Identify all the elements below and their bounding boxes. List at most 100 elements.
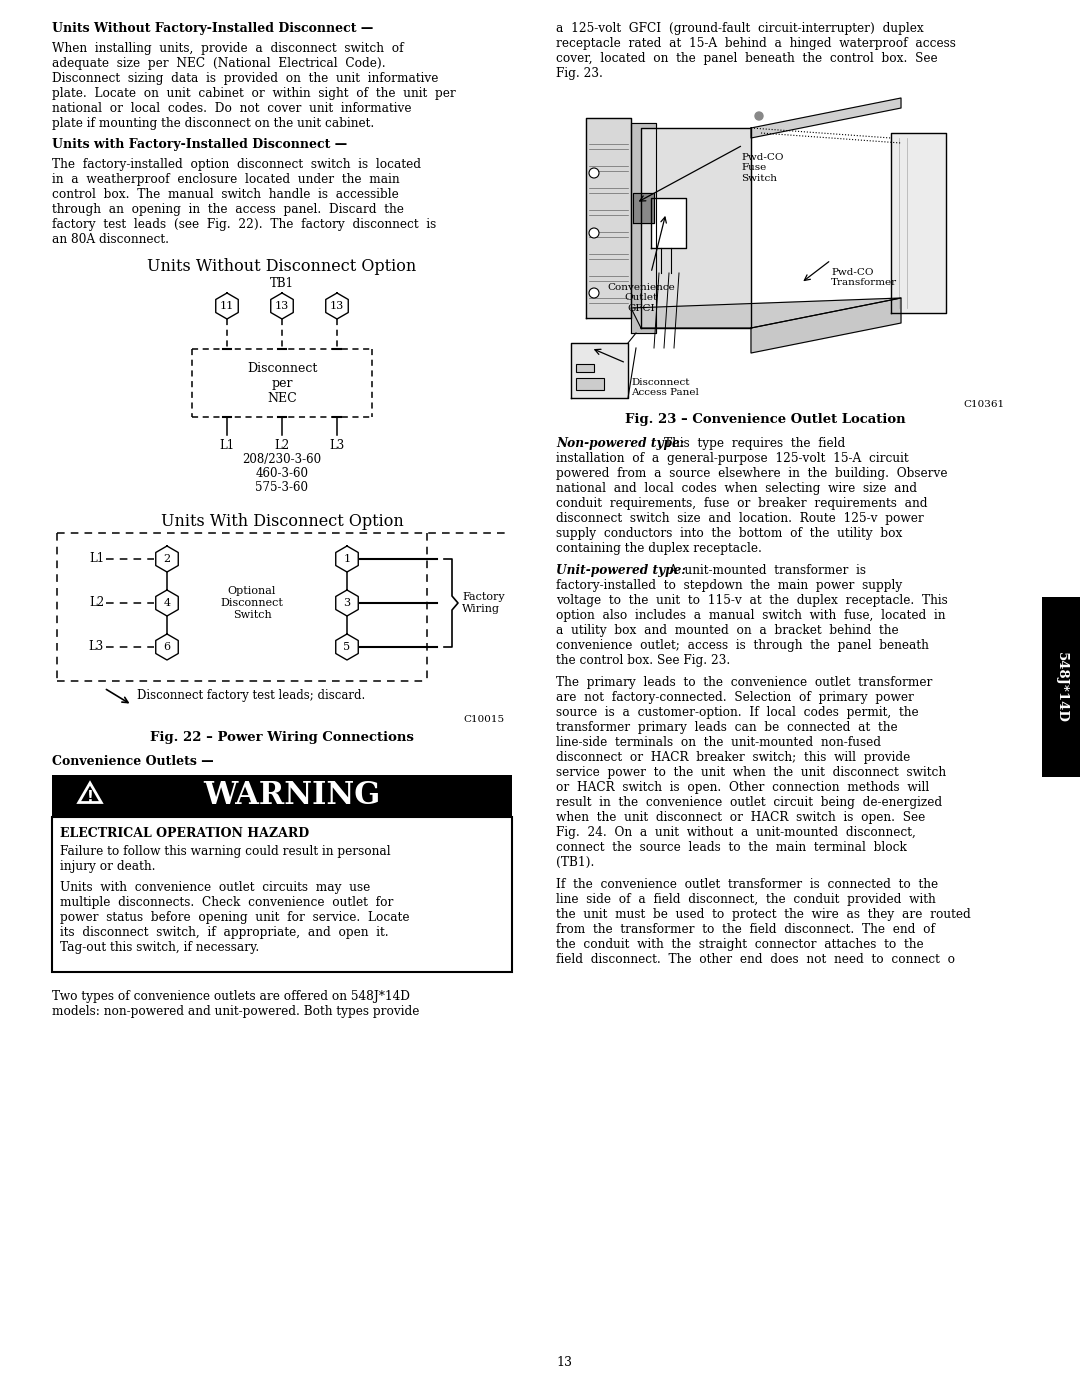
Text: factory  test  leads  (see  Fig.  22).  The  factory  disconnect  is: factory test leads (see Fig. 22). The fa…: [52, 218, 436, 231]
Text: 2: 2: [163, 555, 171, 564]
Text: This  type  requires  the  field: This type requires the field: [664, 437, 846, 450]
Text: Units Without Disconnect Option: Units Without Disconnect Option: [147, 258, 417, 275]
Text: 13: 13: [275, 300, 289, 312]
Text: voltage  to  the  unit  to  115-v  at  the  duplex  receptacle.  This: voltage to the unit to 115-v at the dupl…: [556, 594, 948, 608]
Text: factory-installed  to  stepdown  the  main  power  supply: factory-installed to stepdown the main p…: [556, 578, 902, 592]
Text: 4: 4: [163, 598, 171, 608]
Text: or  HACR  switch  is  open.  Other  connection  methods  will: or HACR switch is open. Other connection…: [556, 781, 929, 793]
Text: Units with Factory-Installed Disconnect —: Units with Factory-Installed Disconnect …: [52, 138, 347, 151]
Circle shape: [755, 112, 762, 120]
Text: containing the duplex receptacle.: containing the duplex receptacle.: [556, 542, 761, 555]
Circle shape: [589, 228, 599, 237]
Text: WARNING: WARNING: [203, 781, 380, 812]
Text: 1: 1: [343, 555, 351, 564]
Text: L2: L2: [274, 439, 289, 453]
Text: Pwd-CO
Fuse
Switch: Pwd-CO Fuse Switch: [741, 154, 783, 183]
Text: receptacle  rated  at  15-A  behind  a  hinged  waterproof  access: receptacle rated at 15-A behind a hinged…: [556, 36, 956, 50]
Text: the  unit  must  be  used  to  protect  the  wire  as  they  are  routed: the unit must be used to protect the wir…: [556, 908, 971, 921]
Text: the control box. See Fig. 23.: the control box. See Fig. 23.: [556, 654, 730, 666]
Text: the  conduit  with  the  straight  connector  attaches  to  the: the conduit with the straight connector …: [556, 937, 923, 951]
Text: option  also  includes  a  manual  switch  with  fuse,  located  in: option also includes a manual switch wit…: [556, 609, 945, 622]
Text: Disconnect  sizing  data  is  provided  on  the  unit  informative: Disconnect sizing data is provided on th…: [52, 73, 438, 85]
Text: an 80A disconnect.: an 80A disconnect.: [52, 233, 168, 246]
Text: a  125-volt  GFCI  (ground-fault  circuit-interrupter)  duplex: a 125-volt GFCI (ground-fault circuit-in…: [556, 22, 923, 35]
Text: Fig.  24.  On  a  unit  without  a  unit-mounted  disconnect,: Fig. 24. On a unit without a unit-mounte…: [556, 826, 916, 840]
Text: 208/230-3-60: 208/230-3-60: [242, 453, 322, 467]
Polygon shape: [631, 298, 901, 328]
Text: L2: L2: [89, 597, 104, 609]
Text: conduit  requirements,  fuse  or  breaker  requirements  and: conduit requirements, fuse or breaker re…: [556, 497, 928, 510]
Text: 460-3-60: 460-3-60: [256, 467, 309, 481]
Text: Factory
Wiring: Factory Wiring: [462, 592, 504, 613]
Polygon shape: [631, 123, 656, 332]
Text: plate if mounting the disconnect on the unit cabinet.: plate if mounting the disconnect on the …: [52, 117, 375, 130]
Text: TB1: TB1: [270, 277, 294, 291]
Text: a  utility  box  and  mounted  on  a  bracket  behind  the: a utility box and mounted on a bracket b…: [556, 624, 899, 637]
Text: cover,  located  on  the  panel  beneath  the  control  box.  See: cover, located on the panel beneath the …: [556, 52, 937, 66]
Text: Fig. 23 – Convenience Outlet Location: Fig. 23 – Convenience Outlet Location: [624, 414, 905, 426]
Text: line-side  terminals  on  the  unit-mounted  non-fused: line-side terminals on the unit-mounted …: [556, 736, 881, 749]
Text: connect  the  source  leads  to  the  main  terminal  block: connect the source leads to the main ter…: [556, 841, 907, 854]
Text: line  side  of  a  field  disconnect,  the  conduit  provided  with: line side of a field disconnect, the con…: [556, 893, 935, 907]
Text: when  the  unit  disconnect  or  HACR  switch  is  open.  See: when the unit disconnect or HACR switch …: [556, 812, 926, 824]
Polygon shape: [79, 782, 102, 802]
Text: !: !: [86, 789, 94, 805]
Text: A  unit-mounted  transformer  is: A unit-mounted transformer is: [669, 564, 866, 577]
Text: convenience  outlet;  access  is  through  the  panel  beneath: convenience outlet; access is through th…: [556, 638, 929, 652]
Text: Units  with  convenience  outlet  circuits  may  use: Units with convenience outlet circuits m…: [60, 882, 370, 894]
Text: disconnect  switch  size  and  location.  Route  125-v  power: disconnect switch size and location. Rou…: [556, 511, 923, 525]
Text: The  primary  leads  to  the  convenience  outlet  transformer: The primary leads to the convenience out…: [556, 676, 932, 689]
Text: Unit-powered type:: Unit-powered type:: [556, 564, 686, 577]
Text: 13: 13: [329, 300, 345, 312]
Text: Convenience Outlets —: Convenience Outlets —: [52, 754, 214, 768]
FancyBboxPatch shape: [52, 775, 512, 817]
Text: Tag-out this switch, if necessary.: Tag-out this switch, if necessary.: [60, 942, 259, 954]
Text: Convenience
Outlet
GFCI: Convenience Outlet GFCI: [607, 284, 675, 313]
Text: Disconnect
Access Panel: Disconnect Access Panel: [631, 379, 699, 397]
Text: transformer  primary  leads  can  be  connected  at  the: transformer primary leads can be connect…: [556, 721, 897, 733]
Text: ELECTRICAL OPERATION HAZARD: ELECTRICAL OPERATION HAZARD: [60, 827, 309, 840]
Text: 13: 13: [556, 1356, 572, 1369]
Text: Fig. 23.: Fig. 23.: [556, 67, 603, 80]
Text: its  disconnect  switch,  if  appropriate,  and  open  it.: its disconnect switch, if appropriate, a…: [60, 926, 389, 939]
Polygon shape: [751, 298, 901, 353]
Text: are  not  factory-connected.  Selection  of  primary  power: are not factory-connected. Selection of …: [556, 692, 914, 704]
Text: Fig. 22 – Power Wiring Connections: Fig. 22 – Power Wiring Connections: [150, 731, 414, 745]
Text: power  status  before  opening  unit  for  service.  Locate: power status before opening unit for ser…: [60, 911, 409, 923]
Text: L3: L3: [329, 439, 345, 453]
Text: multiple  disconnects.  Check  convenience  outlet  for: multiple disconnects. Check convenience …: [60, 895, 393, 909]
Polygon shape: [751, 98, 901, 138]
Text: disconnect  or  HACR  breaker  switch;  this  will  provide: disconnect or HACR breaker switch; this …: [556, 752, 910, 764]
Text: 5: 5: [343, 643, 351, 652]
Text: supply  conductors  into  the  bottom  of  the  utility  box: supply conductors into the bottom of the…: [556, 527, 903, 541]
FancyBboxPatch shape: [576, 365, 594, 372]
Text: Disconnect factory test leads; discard.: Disconnect factory test leads; discard.: [137, 689, 365, 701]
Text: 548J*14D: 548J*14D: [1054, 651, 1067, 722]
Polygon shape: [633, 193, 654, 224]
Text: national  and  local  codes  when  selecting  wire  size  and: national and local codes when selecting …: [556, 482, 917, 495]
Text: Optional
Disconnect
Switch: Optional Disconnect Switch: [220, 587, 283, 620]
Text: (TB1).: (TB1).: [556, 856, 594, 869]
Text: L1: L1: [219, 439, 234, 453]
Text: Two types of convenience outlets are offered on 548J*14D: Two types of convenience outlets are off…: [52, 990, 410, 1003]
FancyBboxPatch shape: [576, 379, 604, 390]
Text: injury or death.: injury or death.: [60, 861, 156, 873]
Polygon shape: [891, 133, 946, 313]
Text: Disconnect
per
NEC: Disconnect per NEC: [247, 362, 318, 405]
Text: adequate  size  per  NEC  (National  Electrical  Code).: adequate size per NEC (National Electric…: [52, 57, 386, 70]
Text: powered  from  a  source  elsewhere  in  the  building.  Observe: powered from a source elsewhere in the b…: [556, 467, 947, 481]
Text: result  in  the  convenience  outlet  circuit  being  de-energized: result in the convenience outlet circuit…: [556, 796, 942, 809]
Polygon shape: [586, 117, 631, 319]
Text: 11: 11: [220, 300, 234, 312]
Text: Failure to follow this warning could result in personal: Failure to follow this warning could res…: [60, 845, 391, 858]
Text: models: non-powered and unit-powered. Both types provide: models: non-powered and unit-powered. Bo…: [52, 1004, 419, 1018]
Text: 575-3-60: 575-3-60: [256, 481, 309, 495]
Text: installation  of  a  general-purpose  125-volt  15-A  circuit: installation of a general-purpose 125-vo…: [556, 453, 908, 465]
Polygon shape: [571, 344, 627, 398]
Text: 3: 3: [343, 598, 351, 608]
Polygon shape: [642, 129, 751, 328]
Polygon shape: [651, 198, 686, 249]
Text: L1: L1: [89, 552, 104, 566]
Text: in  a  weatherproof  enclosure  located  under  the  main: in a weatherproof enclosure located unde…: [52, 173, 400, 186]
Text: 6: 6: [163, 643, 171, 652]
